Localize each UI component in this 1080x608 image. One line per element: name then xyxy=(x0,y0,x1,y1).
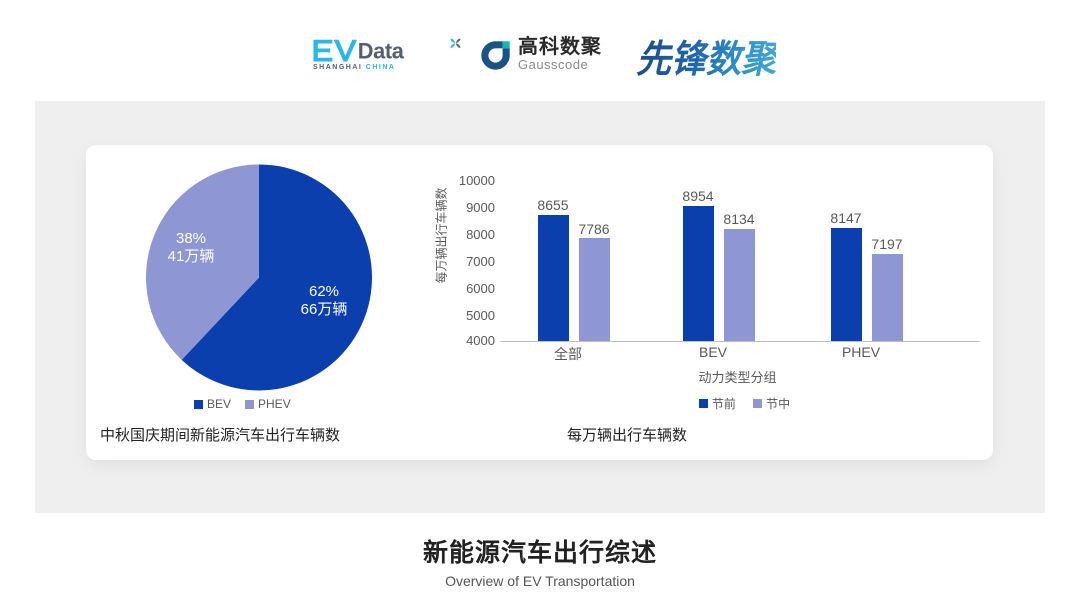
svg-text:Data: Data xyxy=(358,39,405,62)
